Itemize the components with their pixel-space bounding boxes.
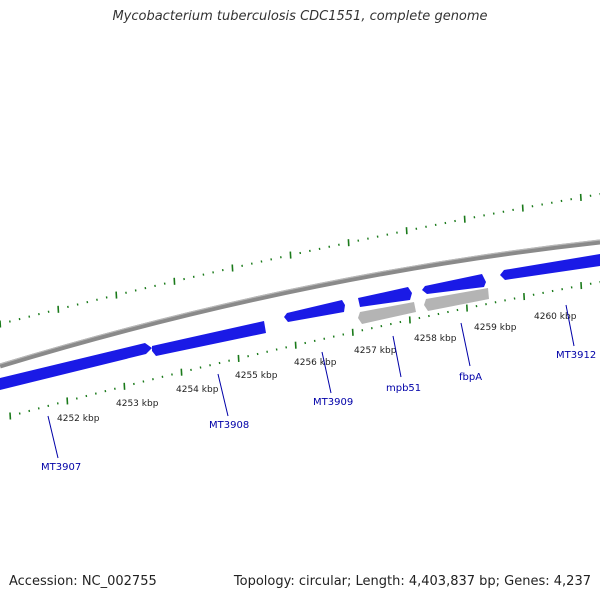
gene-label-fbpa[interactable]: fbpA	[459, 372, 482, 383]
gene-label-mt3912[interactable]: MT3912	[556, 350, 596, 361]
tick-label: 4258 kbp	[414, 334, 457, 344]
gene-label-mpb51[interactable]: mpb51	[386, 383, 421, 394]
tick-labels: 4252 kbp 4253 kbp 4254 kbp 4255 kbp 4256…	[57, 312, 577, 424]
tick-label: 4255 kbp	[235, 371, 278, 381]
gene-arrow-mt3907[interactable]	[0, 343, 152, 390]
gene-arrow-mt3909[interactable]	[284, 300, 345, 322]
gene-leaders	[47, 304, 575, 459]
gene-arrow-mt3908[interactable]	[152, 321, 266, 356]
gene-arrows	[0, 254, 600, 390]
leader-fbpa	[460, 322, 471, 367]
genome-backbone-highlight	[0, 239, 600, 365]
inner-tick-ring	[9, 281, 600, 420]
tick-label: 4252 kbp	[57, 414, 100, 424]
gene-arrow-fbpa[interactable]	[424, 288, 489, 311]
gene-label-mt3909[interactable]: MT3909	[313, 397, 353, 408]
outer-tick-ring	[0, 193, 600, 328]
gene-label-mt3908[interactable]: MT3908	[209, 420, 249, 431]
map-title: Mycobacterium tuberculosis CDC1551, comp…	[112, 9, 488, 24]
gene-label-mt3907[interactable]: MT3907	[41, 462, 81, 473]
gene-arrow-mt3911[interactable]	[422, 274, 486, 294]
leader-mt3907	[47, 415, 59, 459]
gene-arrow-mt3912[interactable]	[500, 254, 600, 280]
leader-mt3908	[217, 373, 229, 417]
tick-label: 4259 kbp	[474, 323, 517, 333]
gene-labels: MT3907 MT3908 MT3909 mpb51 fbpA MT3912	[41, 350, 596, 473]
gene-arrow-mt3910[interactable]	[358, 287, 412, 307]
accession-text: Accession: NC_002755	[9, 574, 157, 589]
genome-backbone	[0, 239, 600, 369]
tick-label: 4257 kbp	[354, 346, 397, 356]
tick-label: 4254 kbp	[176, 385, 219, 395]
tick-label: 4256 kbp	[294, 358, 337, 368]
tick-label: 4253 kbp	[116, 399, 159, 409]
leader-mt3912	[565, 304, 575, 347]
gene-arrow-mpb51[interactable]	[358, 302, 416, 324]
leader-mt3909	[321, 351, 332, 394]
tick-label: 4260 kbp	[534, 312, 577, 322]
leader-mpb51	[392, 335, 402, 378]
topology-text: Topology: circular; Length: 4,403,837 bp…	[233, 574, 591, 589]
